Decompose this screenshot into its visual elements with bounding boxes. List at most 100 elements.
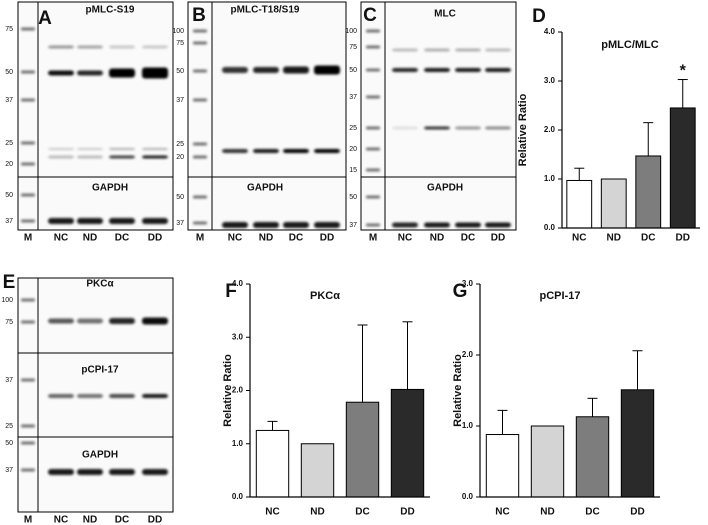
blot-band (485, 68, 511, 72)
mw-marker: 50 (349, 194, 357, 201)
ladder-band (366, 95, 380, 99)
y-tick-label: 2.0 (544, 125, 556, 134)
blot-band (77, 394, 103, 398)
lane-label: NC (398, 233, 412, 244)
blot-band (392, 222, 418, 228)
mw-marker: 37 (5, 467, 13, 474)
blot-band (485, 222, 511, 228)
chart-title: pMLC/MLC (601, 39, 658, 51)
y-tick-label: 3.0 (462, 279, 474, 288)
blot-band (109, 318, 135, 324)
blot-band (455, 222, 481, 228)
x-tick-label: ND (540, 507, 554, 518)
panel-letter: A (38, 8, 52, 29)
mw-marker: 25 (5, 140, 13, 147)
y-tick-label: 3.0 (232, 332, 244, 341)
mw-marker: 100 (1, 297, 13, 304)
blot-band (109, 68, 135, 78)
ladder-band (21, 441, 35, 445)
blot-band (77, 70, 103, 76)
blot-target: pMLC-T18/S19 (231, 5, 300, 16)
panel-letter: C (363, 5, 377, 26)
significance: * (680, 63, 687, 80)
bar (669, 107, 696, 229)
blot-band (222, 149, 248, 153)
lane-label: M (24, 515, 32, 525)
blot-band (77, 45, 103, 49)
blot-band (48, 148, 74, 150)
blot-band (48, 155, 74, 159)
mw-marker: 25 (176, 141, 184, 148)
blot-target: pCPI-17 (81, 365, 119, 376)
mw-marker: 50 (176, 68, 184, 75)
lane-label: DC (115, 233, 129, 244)
blot-frame (187, 1, 347, 231)
blot-target: GAPDH (92, 183, 128, 194)
ladder-band (193, 155, 207, 159)
ladder-band (193, 221, 207, 225)
y-axis-label: Relative Ratio (222, 354, 234, 427)
x-tick-label: DD (676, 233, 690, 244)
y-tick-label: 1.0 (232, 439, 244, 448)
chart-title: PKCα (310, 290, 340, 302)
lane-label: ND (83, 515, 97, 525)
mw-marker: 100 (172, 28, 184, 35)
x-tick-label: DC (355, 507, 369, 518)
lane-label: NC (228, 233, 242, 244)
lane-label: DD (491, 233, 505, 244)
mw-marker: 20 (5, 161, 13, 168)
blot-band (455, 68, 481, 72)
y-tick-label: 0.0 (462, 492, 474, 501)
lane-label: M (196, 233, 204, 244)
ladder-band (21, 27, 35, 31)
mw-marker: 37 (176, 97, 184, 104)
lane-label: ND (430, 233, 444, 244)
ladder-band (193, 195, 207, 199)
blot-band (109, 148, 135, 150)
blot-band (222, 222, 248, 228)
x-tick-label: NC (265, 507, 279, 518)
ladder-band (193, 98, 207, 102)
panel-letter: F (225, 281, 237, 302)
ladder-band (193, 142, 207, 146)
bar (600, 178, 627, 229)
blot-target: GAPDH (247, 183, 283, 194)
blot-band (283, 149, 309, 153)
bar (575, 416, 610, 498)
lane-label: M (24, 233, 32, 244)
mw-marker: 37 (5, 97, 13, 104)
lane-label: DD (148, 233, 162, 244)
y-tick-label: 0.0 (544, 223, 556, 232)
mw-marker: 20 (176, 154, 184, 161)
blot-frame (360, 1, 517, 231)
blot-band (424, 68, 450, 72)
blot-band (142, 394, 168, 398)
blot-target: PKCα (86, 279, 114, 290)
x-tick-label: DC (585, 507, 599, 518)
ladder-band (21, 378, 35, 382)
blot-target: GAPDH (427, 183, 463, 194)
mw-marker: 75 (349, 44, 357, 51)
ladder-band (21, 424, 35, 428)
blot-band (392, 68, 418, 72)
x-tick-label: ND (310, 507, 324, 518)
panel-letter: E (3, 272, 16, 293)
chart-title: pCPI-17 (540, 290, 581, 302)
blot-band (77, 469, 103, 475)
lane-label: DD (148, 515, 162, 525)
bar (620, 389, 655, 498)
x-tick-label: ND (607, 233, 621, 244)
ladder-band (366, 223, 380, 227)
blot-band (485, 126, 511, 130)
ladder-band (21, 70, 35, 74)
lane-label: DC (115, 515, 129, 525)
ladder-band (21, 320, 35, 324)
blot-target: MLC (434, 9, 456, 20)
lane-label: NC (54, 233, 68, 244)
blot-band (142, 155, 168, 159)
lane-label: M (369, 233, 377, 244)
blot-band (222, 67, 248, 73)
ladder-band (366, 147, 380, 151)
blot-band (424, 126, 450, 130)
